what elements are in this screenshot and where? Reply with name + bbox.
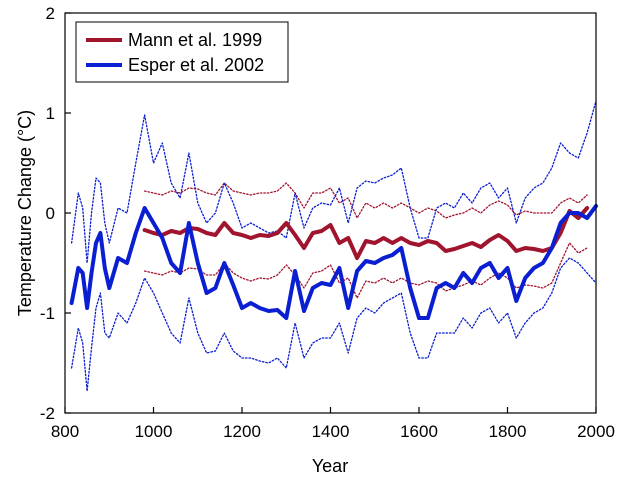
x-tick-label: 1400: [312, 422, 350, 441]
x-tick-label: 2000: [577, 422, 615, 441]
series-layer: [69, 100, 598, 392]
y-tick-label: -2: [40, 404, 55, 423]
esper-uncertainty-line: [70, 100, 597, 264]
y-tick-label: -1: [40, 304, 55, 323]
legend-label-mann: Mann et al. 1999: [128, 30, 262, 50]
legend: Mann et al. 1999 Esper et al. 2002: [75, 21, 289, 83]
esper-uncertainty-line: [70, 257, 597, 392]
y-tick-label: 2: [46, 4, 55, 23]
y-axis-title: Temperature Change (°C): [15, 110, 35, 316]
series-line-mann: [142, 206, 590, 260]
ticks-layer: 800 1000 1200 1400 1600 1800 2000 -2 -1 0 1 2: [40, 4, 615, 441]
x-tick-label: 800: [51, 422, 79, 441]
y-tick-label: 1: [46, 104, 55, 123]
y-tick-label: 0: [46, 204, 55, 223]
x-tick-label: 1800: [489, 422, 527, 441]
legend-label-esper: Esper et al. 2002: [128, 55, 264, 75]
series-line-esper: [69, 204, 598, 320]
legend-box: [75, 21, 289, 83]
x-axis-title: Year: [312, 456, 348, 476]
x-tick-label: 1200: [223, 422, 261, 441]
x-tick-label: 1000: [135, 422, 173, 441]
x-tick-label: 1600: [400, 422, 438, 441]
